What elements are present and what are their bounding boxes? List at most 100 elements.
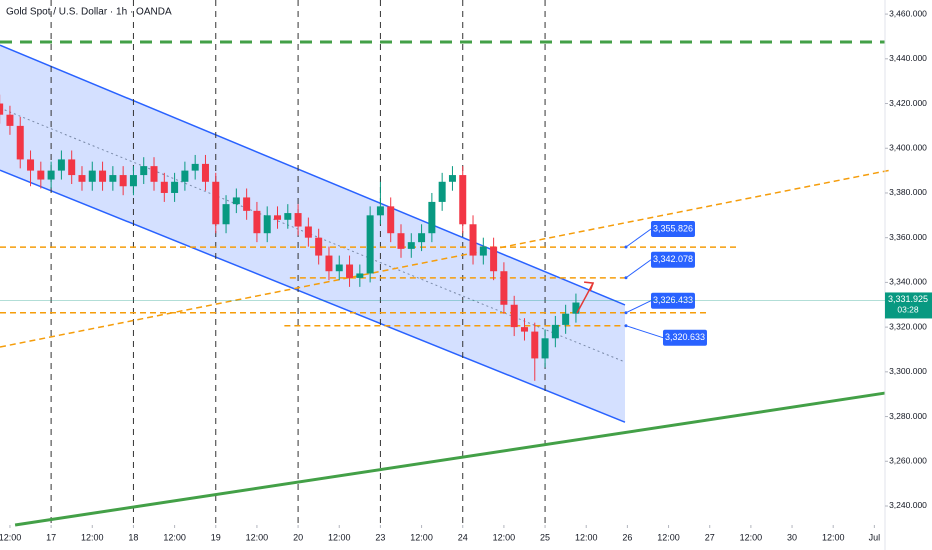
- candle-body: [253, 210, 261, 234]
- candle-body: [520, 327, 528, 332]
- y-tick-label: 3,360.000: [889, 232, 927, 242]
- x-tick-label: 17: [46, 532, 56, 542]
- y-tick-label: 3,240.000: [889, 500, 927, 510]
- y-tick-label: 3,420.000: [889, 98, 927, 108]
- candle-body: [479, 246, 487, 256]
- candle-body: [57, 159, 65, 171]
- candle-body: [0, 103, 4, 115]
- trend-line: [14, 391, 886, 527]
- candle-body: [191, 163, 199, 171]
- annotation-point: [624, 245, 628, 249]
- last-price-box: [885, 292, 932, 319]
- chart-title: Gold Spot / U.S. Dollar · 1h · OANDA: [6, 7, 172, 18]
- annotation-label: 3,326.433: [653, 295, 693, 305]
- annotation-label: 3,355.826: [653, 223, 693, 233]
- candle-body: [500, 271, 508, 305]
- candle-body: [366, 215, 374, 274]
- candle-body: [129, 175, 137, 187]
- annotation-point: [624, 324, 628, 328]
- annotation-connector: [625, 259, 652, 279]
- candle-body: [490, 246, 498, 272]
- candle-body: [572, 302, 580, 314]
- candle-body: [243, 197, 251, 211]
- x-tick-label: 12:00: [81, 532, 104, 542]
- candle-body: [407, 242, 415, 249]
- y-tick-label: 3,340.000: [889, 277, 927, 287]
- channel-lower: [0, 169, 626, 423]
- x-tick-label: 27: [705, 532, 715, 542]
- candle-body: [212, 181, 220, 225]
- x-tick-label: 25: [540, 532, 550, 542]
- candle-body: [16, 125, 24, 160]
- y-tick-label: 3,300.000: [889, 366, 927, 376]
- candle-body: [531, 331, 539, 359]
- candle-body: [448, 175, 456, 182]
- candle-body: [284, 213, 292, 220]
- candle-body: [201, 163, 209, 182]
- candle-body: [47, 170, 55, 180]
- candle-body: [263, 215, 271, 234]
- x-tick-label: 26: [622, 532, 632, 542]
- candle-body: [304, 226, 312, 238]
- candle-body: [109, 175, 117, 182]
- annotation-point: [624, 311, 628, 315]
- candle-body: [418, 233, 426, 243]
- candle-body: [376, 206, 384, 216]
- x-tick-label: 12:00: [740, 532, 763, 542]
- candle-body: [346, 264, 354, 278]
- arrow-head: [584, 281, 595, 292]
- channel-upper: [0, 44, 626, 306]
- x-tick-label: 12:00: [575, 532, 598, 542]
- forecast-arrow: [576, 282, 594, 314]
- last-price-label: 3,331.925: [888, 294, 928, 304]
- annotation-label: 3,320.633: [665, 332, 705, 342]
- channel-fill: [0, 45, 625, 423]
- annotation-connector: [625, 300, 652, 314]
- annotation-connector: [625, 228, 652, 248]
- candle-body: [356, 273, 364, 278]
- x-tick-label: 12:00: [410, 532, 433, 542]
- y-tick-label: 3,280.000: [889, 411, 927, 421]
- candle-body: [294, 213, 302, 227]
- annotation-box: [650, 221, 695, 238]
- y-tick-label: 3,400.000: [889, 142, 927, 152]
- candle-body: [438, 181, 446, 202]
- x-tick-label: 12:00: [246, 532, 269, 542]
- x-tick-label: 12:00: [0, 532, 21, 542]
- candle-body: [119, 175, 127, 187]
- x-tick-label: 24: [458, 532, 468, 542]
- candle-body: [397, 233, 405, 249]
- y-tick-label: 3,260.000: [889, 456, 927, 466]
- candle-body: [459, 175, 467, 225]
- candle-body: [325, 255, 333, 272]
- x-tick-label: 23: [375, 532, 385, 542]
- candle-body: [88, 170, 96, 182]
- candle-body: [222, 204, 230, 225]
- countdown-label: 03:28: [897, 305, 919, 315]
- candle-body: [469, 224, 477, 256]
- candle-body: [510, 304, 518, 328]
- candle-body: [99, 170, 107, 182]
- x-tick-label: 12:00: [493, 532, 516, 542]
- candle-body: [335, 264, 343, 272]
- candle-body: [140, 166, 148, 176]
- y-tick-label: 3,380.000: [889, 187, 927, 197]
- candle-body: [274, 215, 282, 220]
- candle-body: [150, 166, 158, 182]
- x-tick-label: 18: [128, 532, 138, 542]
- annotation-connector: [625, 325, 664, 339]
- x-tick-label: 30: [787, 532, 797, 542]
- candle-body: [387, 206, 395, 234]
- candle-body: [181, 170, 189, 182]
- x-tick-label: Jul: [869, 532, 881, 542]
- candle-body: [37, 170, 45, 180]
- y-tick-label: 3,320.000: [889, 321, 927, 331]
- candle-body: [541, 338, 549, 359]
- candle-body: [160, 181, 168, 193]
- annotation-label: 3,342.078: [653, 254, 693, 264]
- candle-body: [6, 114, 14, 126]
- x-tick-label: 12:00: [328, 532, 351, 542]
- price-axis-bg: [885, 0, 932, 550]
- candle-body: [428, 201, 436, 234]
- x-tick-label: 20: [293, 532, 303, 542]
